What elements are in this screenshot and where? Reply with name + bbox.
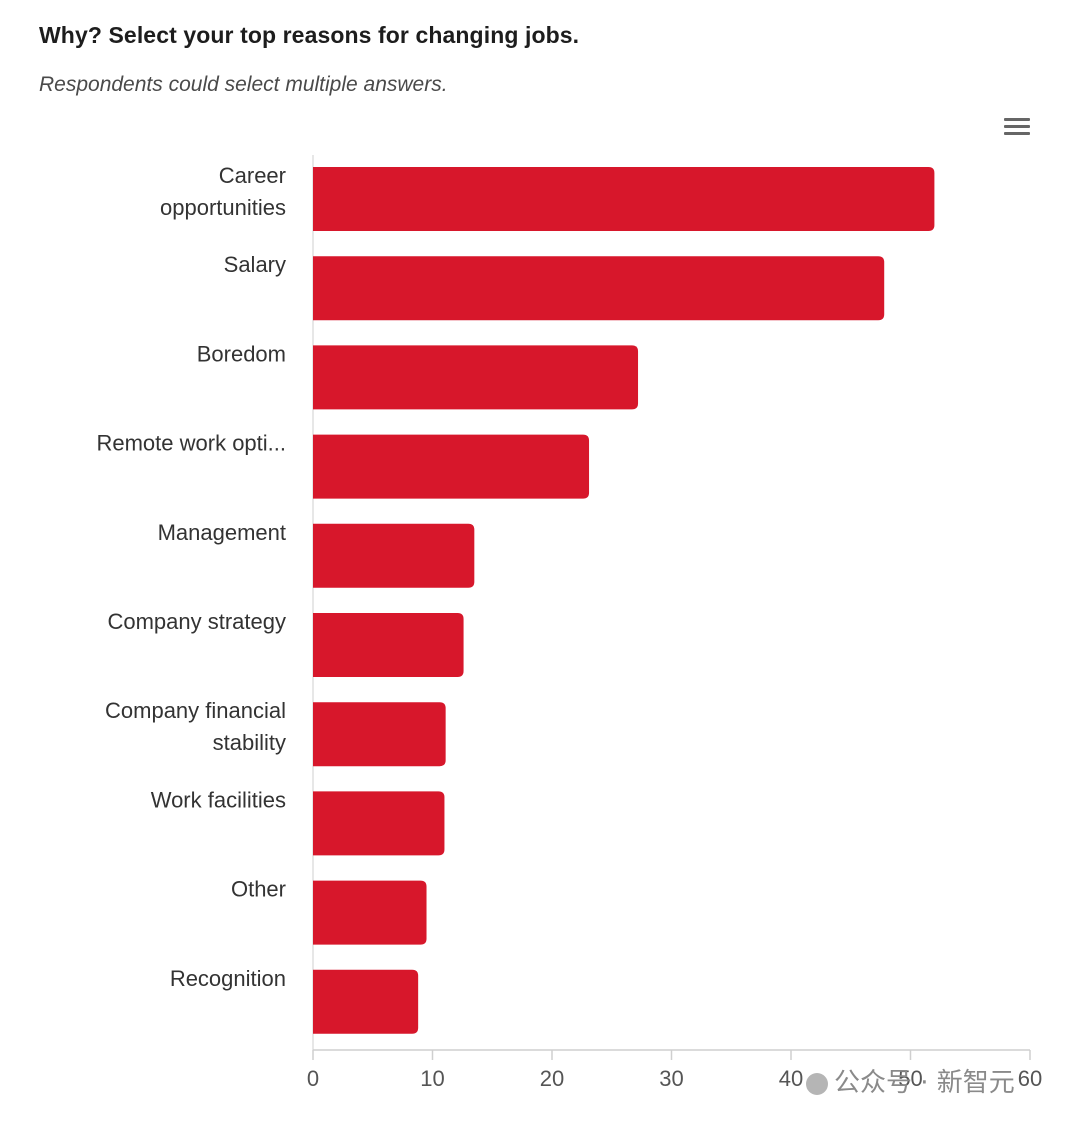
watermark: 公众号 · 新智元: [806, 1062, 1015, 1099]
x-tick-label: 20: [540, 1066, 564, 1091]
bar[interactable]: [313, 256, 885, 321]
category-label: Management: [158, 520, 286, 545]
category-label: Work facilities: [151, 787, 286, 812]
x-tick-label: 60: [1018, 1066, 1042, 1091]
chart-subtitle: Respondents could select multiple answer…: [39, 73, 448, 96]
category-label: stability: [213, 730, 286, 755]
x-tick-label: 10: [420, 1066, 444, 1091]
x-tick-label: 50: [898, 1066, 922, 1091]
bar[interactable]: [313, 702, 446, 767]
x-tick-label: 0: [307, 1066, 319, 1091]
category-label: Company strategy: [107, 609, 286, 634]
category-label: Salary: [224, 252, 286, 277]
x-tick-label: 30: [659, 1066, 683, 1091]
category-label: Boredom: [197, 341, 286, 366]
bar[interactable]: [313, 167, 935, 231]
bar[interactable]: [313, 434, 590, 499]
bar[interactable]: [313, 880, 427, 945]
chart-title: Why? Select your top reasons for changin…: [39, 22, 580, 48]
bar[interactable]: [313, 523, 475, 588]
category-label: Recognition: [170, 966, 286, 991]
bar[interactable]: [313, 791, 445, 856]
watermark-text: 公众号 · 新智元: [834, 1068, 1015, 1098]
bar[interactable]: [313, 613, 464, 677]
menu-line: [1004, 118, 1030, 121]
category-label: Career: [219, 163, 286, 188]
category-label: opportunities: [160, 195, 286, 220]
category-label: Other: [231, 877, 286, 902]
x-tick-label: 40: [779, 1066, 803, 1091]
category-label: Company financial: [105, 698, 286, 723]
hamburger-menu-icon[interactable]: [996, 110, 1038, 144]
category-label: Remote work opti...: [96, 431, 286, 456]
bar[interactable]: [313, 345, 639, 410]
menu-line: [1004, 132, 1030, 135]
menu-line: [1004, 125, 1030, 128]
bar[interactable]: [313, 969, 419, 1034]
wechat-icon: [806, 1072, 828, 1095]
